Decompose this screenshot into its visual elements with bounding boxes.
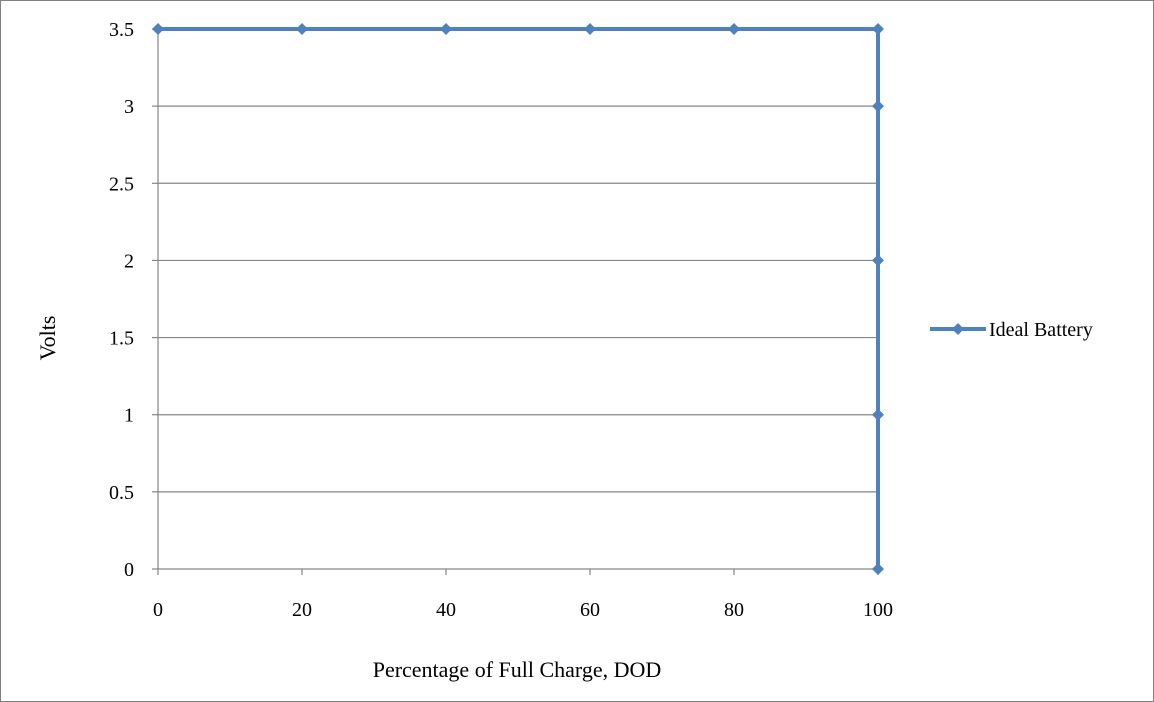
y-tick-label: 2 (124, 250, 134, 272)
x-tick-label: 0 (153, 599, 163, 621)
data-point-marker (296, 23, 308, 35)
series-line-ideal-battery (158, 27, 880, 569)
legend-label-ideal-battery: Ideal Battery (989, 319, 1093, 341)
data-point-marker (440, 23, 452, 35)
y-tick-label: 1 (124, 405, 134, 427)
y-tick-label: 2.5 (109, 173, 134, 195)
series-layer (152, 23, 884, 575)
x-tick-label: 60 (580, 599, 600, 621)
legend: Ideal Battery (930, 319, 1093, 341)
y-tick-label: 1.5 (109, 328, 134, 350)
y-axis-title: Volts (35, 316, 60, 361)
x-axis-title: Percentage of Full Charge, DOD (373, 657, 662, 682)
x-tick-label: 40 (436, 599, 456, 621)
y-tick-label: 0 (124, 559, 134, 581)
data-point-marker (152, 23, 164, 35)
gridlines (158, 28, 878, 493)
y-tick-label: 3.5 (109, 19, 134, 41)
y-tick-label: 0.5 (109, 482, 134, 504)
data-point-marker (872, 254, 884, 267)
x-tick-label: 80 (724, 599, 744, 621)
y-tick-label: 3 (124, 96, 134, 118)
legend-marker-ideal-battery (952, 323, 964, 335)
axes (152, 28, 879, 575)
x-tick-label: 20 (292, 599, 312, 621)
data-point-marker (872, 563, 884, 575)
data-point-marker (872, 23, 884, 35)
tick-labels: 0 0.5 1 1.5 2 2.5 3 3.5 0 20 40 60 80 100 (109, 19, 893, 621)
data-point-marker (872, 408, 884, 421)
data-point-marker (728, 23, 740, 35)
x-tick-label: 100 (863, 599, 893, 621)
data-point-marker (584, 23, 596, 35)
data-point-marker (872, 100, 884, 113)
